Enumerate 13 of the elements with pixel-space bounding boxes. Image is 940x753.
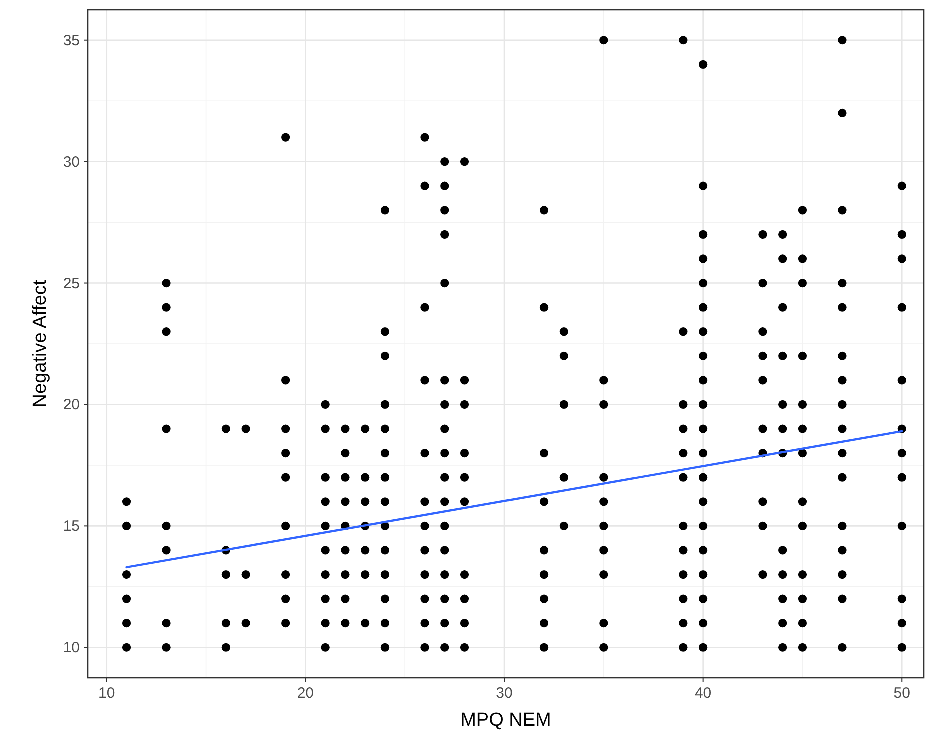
x-tick-label: 10	[98, 685, 116, 702]
y-tick-label: 35	[63, 32, 80, 50]
x-tick-label: 30	[496, 685, 513, 702]
y-axis-title: Negative Affect	[30, 280, 51, 408]
x-tick-label: 50	[894, 685, 910, 702]
y-tick-label: 25	[63, 275, 80, 292]
y-tick-label: 15	[63, 518, 80, 536]
x-tick-label: 20	[297, 685, 314, 702]
x-axis-title: MPQ NEM	[460, 710, 552, 731]
x-tick-label: 40	[694, 685, 712, 702]
y-tick-label: 30	[63, 154, 80, 171]
y-tick-label: 10	[63, 640, 80, 657]
y-tick-label: 20	[63, 396, 80, 414]
